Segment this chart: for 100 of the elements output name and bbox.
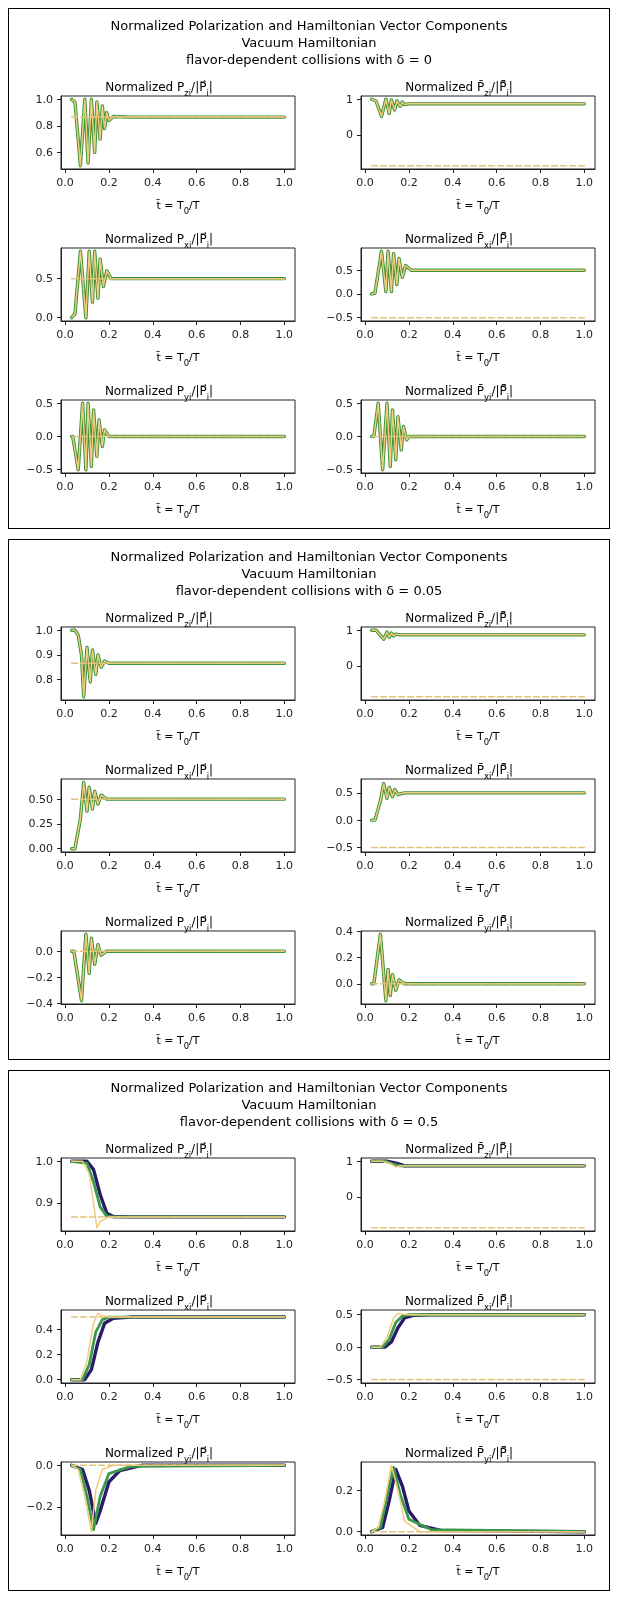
x-tick-label: 0.0 — [56, 328, 74, 341]
x-tick-label: 0.8 — [231, 859, 250, 872]
text: flavor-dependent collisions with δ = 0.5 — [178, 1113, 440, 1130]
text: Normalized Polarization and Hamiltonian Vector Components — [109, 548, 509, 565]
x-tick-label: 0.2 — [400, 1011, 418, 1024]
x-tick-label: 0.2 — [100, 1238, 118, 1251]
x-tick-label: 0.8 — [531, 480, 550, 493]
x-tick-label: 0.8 — [531, 176, 550, 189]
x-tick-label: 0.4 — [144, 1011, 162, 1024]
y-tick-label: 0 — [346, 128, 353, 142]
y-tick-label: 0.4 — [35, 1323, 53, 1337]
y-tick-label: 0.9 — [35, 1196, 53, 1210]
x-tick-label: 1.0 — [575, 1390, 594, 1403]
x-tick-label: 0.4 — [444, 480, 462, 493]
y-tick-label: 0.8 — [35, 119, 53, 133]
x-tick-label: 0.0 — [56, 707, 74, 720]
x-tick-label: 1.0 — [275, 1390, 294, 1403]
x-tick-label: 0.0 — [56, 1238, 74, 1251]
y-tick-label: 1 — [346, 1154, 353, 1168]
x-tick-label: 1.0 — [575, 1542, 594, 1555]
x-tick-label: 0.0 — [56, 859, 74, 872]
y-tick-label: −0.2 — [26, 970, 53, 984]
x-tick-label: 0.4 — [444, 859, 462, 872]
x-tick-label: 0.2 — [400, 1390, 418, 1403]
x-tick-label: 1.0 — [275, 707, 294, 720]
text: flavor-dependent collisions with δ = 0 — [185, 51, 433, 68]
y-tick-label: 0.0 — [335, 977, 353, 991]
x-tick-label: 0.6 — [187, 859, 206, 872]
x-tick-label: 0.8 — [531, 707, 550, 720]
x-tick-label: 0.6 — [487, 1542, 506, 1555]
x-tick-label: 0.0 — [56, 480, 74, 493]
x-tick-label: 0.6 — [487, 176, 506, 189]
x-tick-label: 1.0 — [575, 480, 594, 493]
x-tick-label: 0.2 — [100, 1390, 118, 1403]
y-tick-label: 0.25 — [28, 817, 53, 831]
x-tick-label: 0.6 — [487, 328, 506, 341]
y-tick-label: 0.50 — [28, 792, 53, 806]
x-tick-label: 0.4 — [144, 1542, 162, 1555]
y-tick-label: 0.0 — [35, 430, 53, 443]
y-tick-label: 0.9 — [35, 648, 53, 662]
x-tick-label: 1.0 — [275, 176, 294, 189]
x-tick-label: 1.0 — [575, 1011, 594, 1024]
x-tick-label: 0.8 — [531, 1542, 550, 1555]
x-tick-label: 1.0 — [575, 328, 594, 341]
y-tick-label: 0.5 — [35, 272, 53, 286]
x-tick-label: 0.2 — [100, 1011, 118, 1024]
y-tick-label: 0 — [346, 1190, 353, 1204]
y-tick-label: −0.2 — [26, 1500, 53, 1514]
x-tick-label: 0.4 — [444, 1011, 462, 1024]
x-tick-label: 0.6 — [487, 1011, 506, 1024]
x-tick-label: 0.4 — [444, 1238, 462, 1251]
x-tick-label: 0.6 — [187, 1011, 206, 1024]
y-tick-label: 0.6 — [35, 145, 53, 159]
y-tick-label: −0.5 — [326, 463, 353, 477]
x-tick-label: 1.0 — [275, 859, 294, 872]
text: Normalized Polarization and Hamiltonian Vector Components — [109, 17, 509, 34]
x-tick-label: 0.2 — [400, 707, 418, 720]
y-tick-label: 0.5 — [335, 786, 353, 800]
y-tick-label: 1.0 — [35, 1154, 53, 1168]
text: Normalized Polarization and Hamiltonian Vector Components — [109, 1079, 509, 1096]
x-tick-label: 0.8 — [531, 1390, 550, 1403]
x-tick-label: 1.0 — [275, 328, 294, 341]
x-tick-label: 0.4 — [444, 1542, 462, 1555]
x-tick-label: 0.8 — [531, 328, 550, 341]
x-tick-label: 0.8 — [231, 707, 250, 720]
x-tick-label: 0.0 — [356, 176, 374, 189]
x-tick-label: 0.6 — [187, 707, 206, 720]
x-tick-label: 0.8 — [231, 328, 250, 341]
x-tick-label: 0.0 — [356, 1390, 374, 1403]
x-tick-label: 0.2 — [400, 859, 418, 872]
y-tick-label: 0.2 — [335, 1483, 353, 1497]
y-tick-label: 0.0 — [335, 287, 353, 301]
y-tick-label: 1.0 — [35, 92, 53, 106]
y-tick-label: 0.4 — [335, 925, 353, 939]
x-tick-label: 0.2 — [400, 328, 418, 341]
y-tick-label: −0.4 — [26, 996, 53, 1010]
x-tick-label: 0.4 — [144, 707, 162, 720]
y-tick-label: 0.8 — [35, 672, 53, 686]
x-tick-label: 0.0 — [56, 176, 74, 189]
x-tick-label: 0.8 — [231, 1542, 250, 1555]
x-tick-label: 1.0 — [575, 859, 594, 872]
x-tick-label: 0.8 — [531, 1011, 550, 1024]
x-tick-label: 0.2 — [100, 707, 118, 720]
x-tick-label: 0.6 — [487, 1238, 506, 1251]
x-tick-label: 0.0 — [356, 707, 374, 720]
y-tick-label: 0.5 — [335, 396, 353, 410]
y-tick-label: 0.0 — [335, 813, 353, 827]
x-tick-label: 1.0 — [575, 707, 594, 720]
y-tick-label: −0.5 — [326, 840, 353, 854]
x-tick-label: 1.0 — [275, 1542, 294, 1555]
x-tick-label: 0.8 — [231, 480, 250, 493]
x-tick-label: 0.4 — [444, 1390, 462, 1403]
x-tick-label: 0.4 — [144, 480, 162, 493]
y-tick-label: 0.0 — [35, 1458, 53, 1472]
x-tick-label: 0.4 — [144, 1390, 162, 1403]
y-tick-label: 0.2 — [335, 951, 353, 965]
x-tick-label: 0.0 — [356, 859, 374, 872]
x-tick-label: 0.2 — [100, 176, 118, 189]
x-tick-label: 0.6 — [487, 1390, 506, 1403]
y-tick-label: 0.0 — [335, 430, 353, 443]
